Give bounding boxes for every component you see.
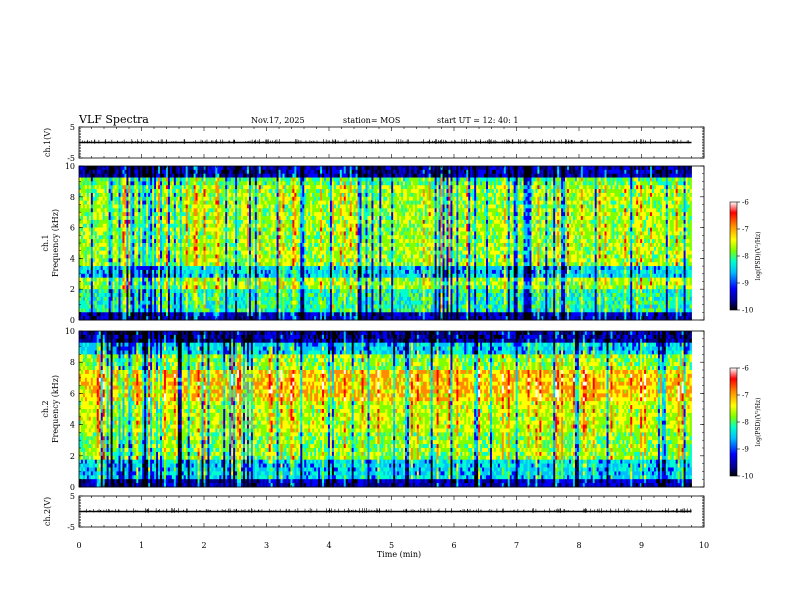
ch2-spectrogram-ytick: 2 [70, 452, 75, 461]
x-tick-label: 2 [201, 541, 206, 550]
ch1-spectrogram-cells [79, 166, 692, 320]
ch2-spectrogram-ytick: 8 [70, 358, 75, 367]
x-tick-label: 0 [76, 541, 81, 550]
colorbar2-tick: -10 [742, 473, 753, 481]
colorbar1-tick: -8 [742, 253, 749, 261]
ch2-colorbar-gradient [730, 368, 737, 476]
x-tick-label: 7 [514, 541, 519, 550]
date-label: Nov.17, 2025 [251, 116, 305, 125]
ch2-spectrogram-panel: 0 2 4 6 8 10 ch.2 Frequency (kHz) [41, 327, 704, 492]
ch1-colorbar-label: log(PSD)(V²/Hz) [755, 232, 762, 281]
x-tick-label: 1 [139, 541, 144, 550]
ch2-spectrogram-ytick: 6 [70, 389, 75, 398]
ch2-spectrogram-ylabel: Frequency (kHz) [51, 375, 60, 443]
colorbar1-tick: -6 [742, 199, 749, 207]
ch2-spectrogram-ytick: 4 [70, 421, 75, 430]
ch1-spectrogram-ylabel: ch.1 [41, 234, 50, 251]
ch1-waveform-ylabel: ch.1(V) [43, 128, 52, 157]
ch2-spectrogram-ytick: 10 [65, 327, 75, 336]
x-tick-label: 6 [451, 541, 456, 550]
x-tick-label: 9 [639, 541, 644, 550]
chart-title: VLF Spectra [78, 113, 149, 126]
x-tick-label: 3 [264, 541, 269, 550]
ch1-spectrogram-ytick: 4 [70, 254, 75, 263]
colorbar2-tick: -6 [742, 365, 749, 373]
colorbar1-tick: -9 [742, 280, 749, 288]
x-tick-label: 5 [389, 541, 394, 550]
ch1-colorbar-gradient [730, 202, 737, 310]
ch1-waveform-panel: 5-5ch.1(V) [43, 123, 704, 163]
ch2-spectrogram-ylabel: ch.2 [41, 400, 50, 417]
ch2-waveform-ylabel: ch.2(V) [43, 497, 52, 526]
colorbar2-tick: -8 [742, 419, 749, 427]
ch2-waveform-ytick: -5 [67, 523, 75, 532]
ch1-spectrogram-ytick: 0 [70, 316, 75, 325]
x-axis-label: Time (min) [377, 550, 421, 559]
colorbar2-tick: -9 [742, 446, 749, 454]
ch1-colorbar: -6 -7 -8 -9 -10 log(PSD)(V²/Hz) [730, 199, 762, 315]
ch1-spectrogram-ytick: 2 [70, 285, 75, 294]
ch2-waveform-panel: 5 -5 ch.2(V) [43, 492, 704, 532]
x-tick-label: 8 [576, 541, 581, 550]
ch1-spectrogram-ytick: 8 [70, 193, 75, 202]
ch2-spectrogram-ytick: 0 [70, 483, 75, 492]
ch1-spectrogram-ylabel: Frequency (kHz) [51, 209, 60, 277]
ch2-colorbar: -6 -7 -8 -9 -10 log(PSD)(V²/Hz) [730, 365, 762, 481]
ch2-waveform-ytick: 5 [70, 492, 75, 501]
colorbar1-tick: -7 [742, 226, 749, 234]
x-tick-label: 4 [326, 541, 331, 550]
colorbar1-tick: -10 [742, 307, 753, 315]
ch1-spectrogram-panel: 0 2 4 6 8 10 ch.1 Frequency (kHz) [41, 162, 704, 325]
ch2-spectrogram-cells [79, 331, 692, 487]
ch2-colorbar-label: log(PSD)(V²/Hz) [755, 398, 762, 447]
start-time-label: start UT = 12: 40: 1 [437, 116, 518, 125]
colorbar2-tick: -7 [742, 392, 749, 400]
ch1-spectrogram-ytick: 6 [70, 224, 75, 233]
time-axis: 0 1 2 3 4 5 6 7 8 9 10 [76, 541, 709, 550]
station-label: station= MOS [343, 116, 400, 125]
x-tick-label: 10 [699, 541, 709, 550]
ch1-spectrogram-ytick: 10 [65, 162, 75, 171]
ch1-waveform-ytick: 5 [70, 123, 75, 132]
